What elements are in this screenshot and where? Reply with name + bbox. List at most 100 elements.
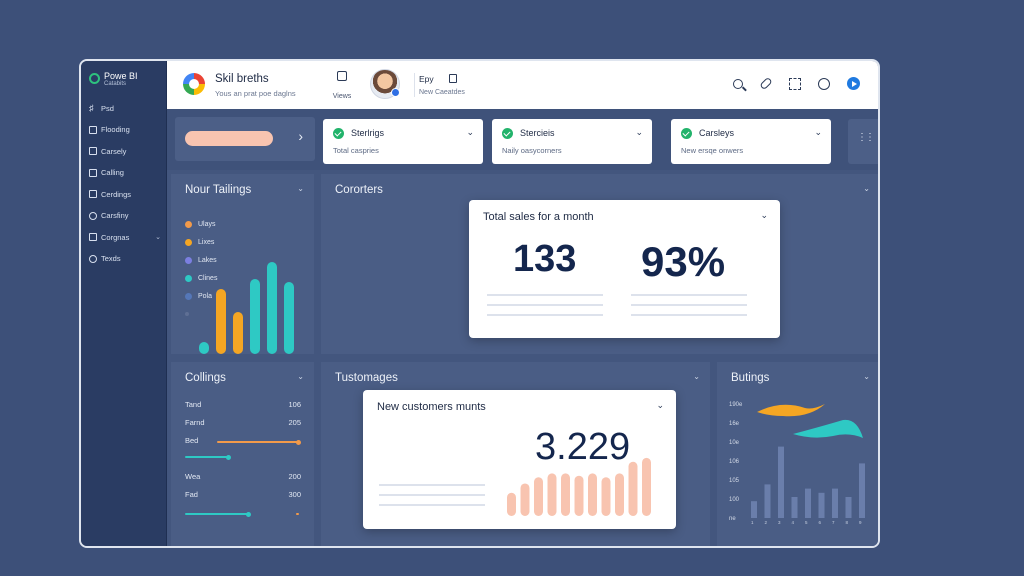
views-icon: [337, 71, 347, 81]
filter-title: Stercieis: [520, 128, 555, 138]
sidebar-item-cerdings[interactable]: Cerdings: [89, 187, 165, 201]
kpi-value: 133: [513, 238, 577, 280]
x-tick-label: 8: [846, 520, 849, 524]
chevron-down-icon[interactable]: ⌄: [297, 372, 304, 381]
x-tick-label: 2: [765, 520, 768, 524]
row-value: 205: [288, 418, 301, 427]
sidebar-item-texds[interactable]: Texds: [89, 252, 165, 266]
chart-bar: [628, 461, 638, 516]
chart-bar: [805, 488, 811, 518]
copy-subtitle: New Caeatdes: [419, 89, 465, 96]
chevron-down-icon[interactable]: ⌄: [466, 127, 474, 137]
views-button[interactable]: Views: [327, 71, 357, 103]
copy-icon[interactable]: [449, 74, 457, 83]
y-tick-label: ne: [729, 516, 736, 522]
chevron-down-icon[interactable]: ⌄: [635, 127, 643, 137]
avatar[interactable]: [370, 69, 400, 99]
panel-title: Collings: [185, 372, 226, 384]
legend-item: Lakes: [185, 251, 217, 269]
chevron-right-icon[interactable]: ›: [298, 128, 303, 144]
grid-menu-button[interactable]: [848, 119, 878, 164]
x-tick-label: 6: [819, 520, 822, 524]
bar-chart-butings: 1 2 3 4 5 6 7 8 9: [751, 446, 865, 524]
chart-bar: [520, 483, 530, 516]
slicer-bar[interactable]: [185, 131, 273, 146]
chart-bar: [615, 473, 624, 516]
slider-handle[interactable]: [226, 454, 231, 460]
check-icon: [681, 128, 692, 139]
y-tick-label: 105: [729, 478, 740, 484]
chevron-down-icon[interactable]: ⌄: [297, 184, 304, 193]
link-icon[interactable]: [759, 76, 773, 91]
y-tick-label: 190e: [729, 402, 743, 408]
sidebar-item-flooding[interactable]: Flooding: [89, 123, 165, 137]
panel-cororters: Cororters ⌄ Total sales for a month ⌄ 13…: [321, 174, 878, 354]
y-tick-label: 16e: [729, 421, 740, 427]
slider-track[interactable]: [185, 511, 251, 517]
filter-card-sterlrigs[interactable]: Sterlrigs Total caspries ⌄: [323, 119, 483, 164]
range-slicer[interactable]: ›: [175, 117, 315, 161]
legend-swatch: [185, 220, 192, 228]
chevron-down-icon[interactable]: ⌄: [760, 210, 768, 220]
slider-track[interactable]: [296, 513, 299, 515]
chevron-down-icon[interactable]: ⌄: [814, 127, 822, 137]
grid-icon[interactable]: [789, 77, 801, 90]
circle-icon[interactable]: [818, 77, 830, 90]
chevron-down-icon[interactable]: ⌄: [863, 184, 870, 193]
chart-bar: [267, 262, 277, 354]
placeholder-line: [379, 504, 485, 506]
panel-title: Butings: [731, 372, 770, 384]
kpi-value: 3.229: [535, 426, 631, 468]
placeholder-line: [631, 304, 747, 306]
sidebar-item-carsely[interactable]: Carsely: [89, 144, 165, 158]
sidebar-item-label: Calling: [101, 168, 124, 177]
slider-track[interactable]: [217, 439, 301, 445]
new-customers-card[interactable]: New customers munts ⌄ 3.229: [363, 390, 676, 529]
total-sales-card[interactable]: Total sales for a month ⌄ 133 93%: [469, 200, 780, 338]
sidebar-item-label: Carsely: [101, 146, 127, 156]
sidebar-item-calling[interactable]: Calling: [89, 166, 165, 180]
legend-swatch: [185, 274, 192, 282]
slider-handle[interactable]: [246, 511, 251, 517]
search-icon[interactable]: [733, 78, 743, 89]
chevron-down-icon[interactable]: ⌄: [656, 400, 664, 410]
filter-card-carsleys[interactable]: Carsleys New ersqe onwers ⌄: [671, 119, 831, 164]
chevron-down-icon: ⌄: [155, 234, 161, 241]
legend-label: Lakes: [198, 256, 217, 264]
legend-swatch: [185, 312, 189, 316]
card-title: Total sales for a month: [483, 211, 594, 223]
x-tick-label: 3: [778, 520, 781, 524]
slider-handle[interactable]: [296, 439, 301, 445]
chevron-down-icon[interactable]: ⌄: [863, 372, 870, 381]
filter-row: › Sterlrigs Total caspries ⌄ Stercieis N…: [167, 109, 878, 170]
bar-chart-customers: [507, 457, 651, 516]
legend-swatch: [185, 256, 192, 264]
play-icon[interactable]: [847, 77, 860, 90]
sidebar-item-label: Carsfiny: [101, 211, 129, 220]
row-label: Bed: [185, 436, 199, 445]
sidebar-item-psd[interactable]: ♯ Psd: [89, 101, 165, 115]
filter-subtitle: New ersqe onwers: [681, 146, 744, 155]
wave-decoration: [757, 404, 863, 438]
x-tick-label: 7: [832, 520, 835, 524]
sidebar-item-label: Cerdings: [101, 189, 132, 199]
list-item: Tand 106: [185, 400, 301, 409]
chart-bar: [818, 492, 825, 518]
brand-subtitle: Catabits: [104, 81, 127, 87]
chart-bar: [233, 312, 243, 354]
x-tick-label: 9: [859, 520, 862, 524]
filter-card-stercieis[interactable]: Stercieis Naily oasycorners ⌄: [492, 119, 652, 164]
panel-title: Nour Tailings: [185, 184, 252, 196]
copy-label[interactable]: Epy: [419, 74, 434, 84]
chevron-down-icon[interactable]: ⌄: [693, 372, 700, 381]
app-window: Powe BI Catabits ♯ Psd Flooding Carsely …: [79, 59, 880, 548]
sidebar-item-corgnas[interactable]: Corgnas ⌄: [89, 230, 165, 244]
views-label: Views: [332, 93, 352, 100]
chart-bar: [778, 446, 784, 518]
panel-collings: Collings ⌄ Tand 106 Farnd 205 Bed Wea 20…: [171, 362, 314, 546]
sidebar-item-carsfiny[interactable]: Carsfiny: [89, 209, 165, 223]
slider-track[interactable]: [185, 454, 231, 460]
calendar-icon: [89, 168, 97, 177]
row-label: Farnd: [185, 418, 205, 427]
placeholder-line: [631, 314, 747, 316]
